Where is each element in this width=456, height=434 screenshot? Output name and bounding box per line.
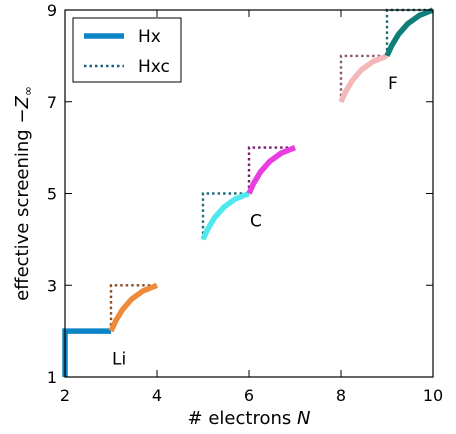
series-line-hxc-1 (109, 284, 157, 332)
series-line-hx-7 (108, 282, 159, 333)
annotation-f: F (388, 74, 398, 94)
y-tick-label: 7 (47, 93, 57, 112)
series-line-hxc-0 (63, 329, 111, 377)
x-axis-label: # electrons N (188, 408, 311, 429)
x-tick-label: 6 (244, 386, 254, 405)
y-axis-label: effective screening −Z∞ (12, 86, 35, 301)
series-line-hx-9 (246, 145, 297, 195)
series-line-hx-10 (338, 53, 389, 103)
series-line-hx-8 (200, 190, 251, 241)
y-tick-label: 5 (47, 185, 57, 204)
series-line-hx-11 (384, 7, 435, 58)
legend: Hx Hxc (72, 17, 182, 83)
legend-label-hxc: Hxc (138, 57, 170, 77)
series-line-hxc-2 (201, 192, 249, 240)
series-line-hx-6 (62, 328, 111, 377)
series-line-hxc-3 (247, 146, 295, 194)
x-tick-label: 10 (423, 386, 443, 405)
y-tick-label: 3 (47, 276, 57, 295)
series-line-hxc-4 (339, 54, 387, 102)
x-tick-label: 8 (336, 386, 346, 405)
annotation-li: Li (112, 349, 126, 369)
y-tick-label: 9 (47, 1, 57, 20)
annotation-c: C (250, 212, 262, 232)
axes: 2 4 6 8 10 1 3 5 7 9 (47, 1, 443, 405)
y-tick-label: 1 (47, 368, 57, 387)
legend-label-hx: Hx (138, 27, 161, 47)
x-tick-label: 4 (152, 386, 162, 405)
series-line-hxc-5 (385, 8, 433, 56)
legend-frame (72, 17, 182, 83)
x-tick-label: 2 (60, 386, 70, 405)
